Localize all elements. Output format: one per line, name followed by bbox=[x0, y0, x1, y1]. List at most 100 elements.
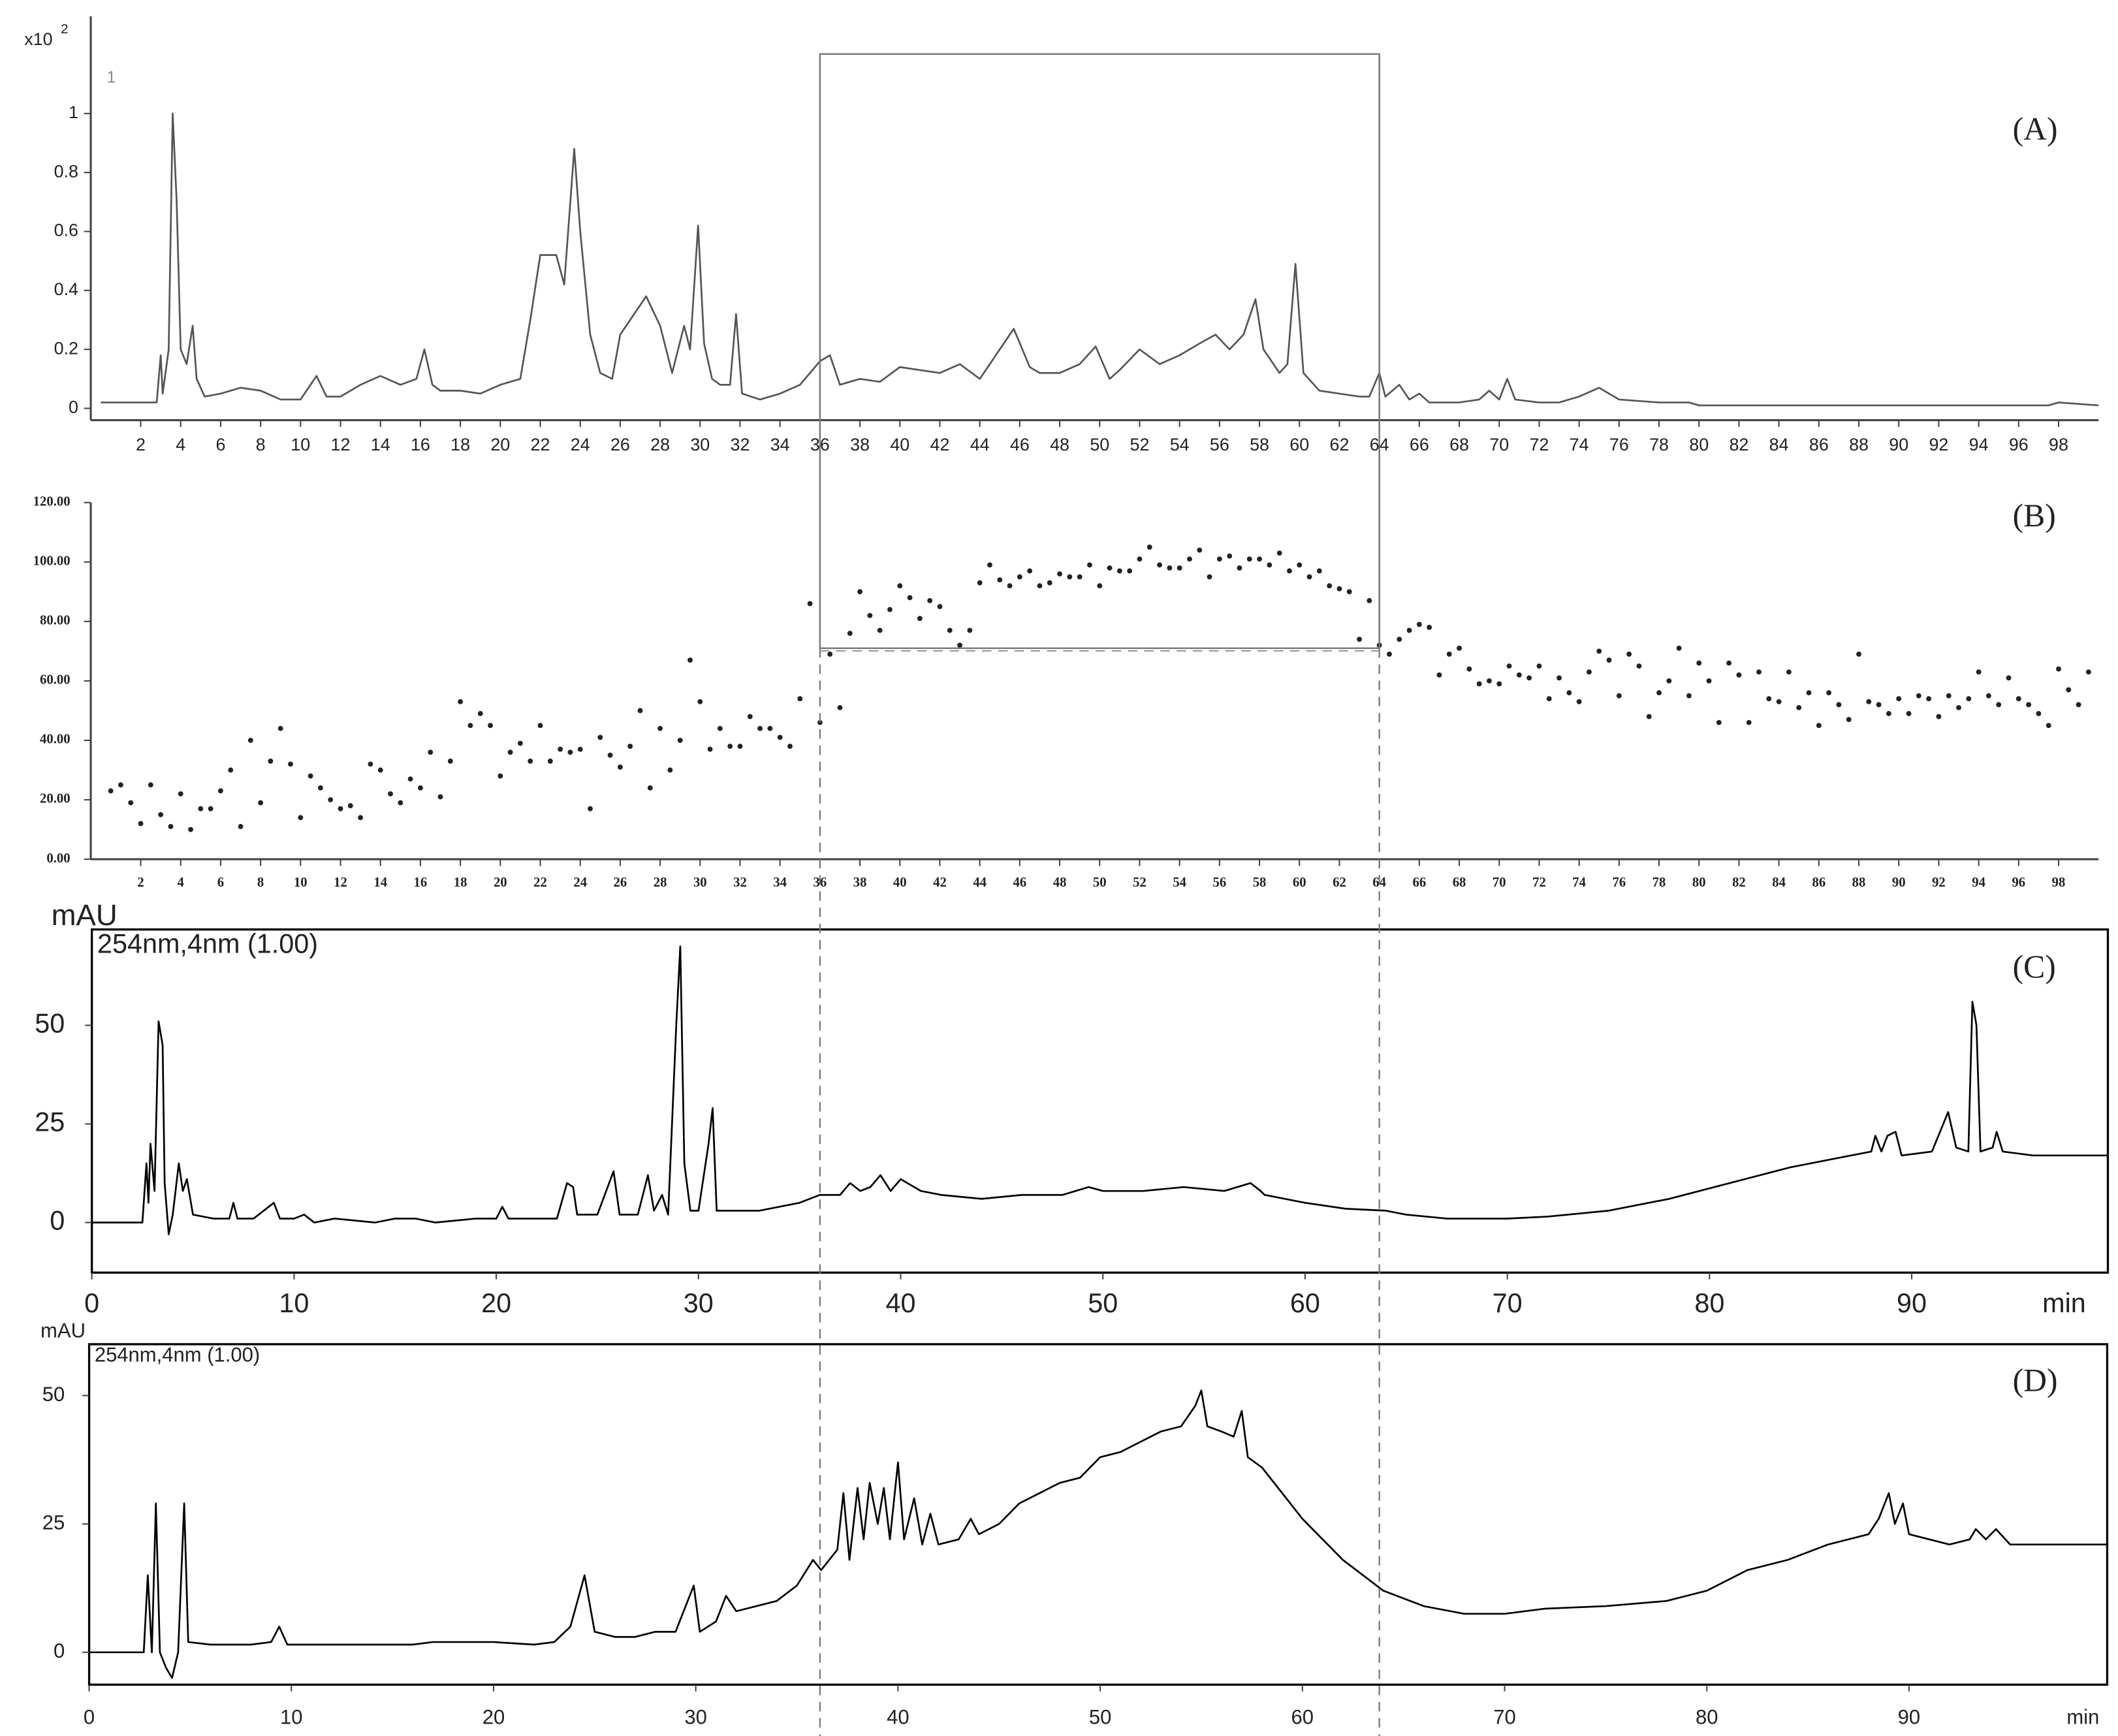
point bbox=[1107, 565, 1113, 571]
x-tick-label: 70 bbox=[1493, 876, 1506, 890]
point bbox=[997, 577, 1003, 583]
trace bbox=[101, 112, 2099, 407]
x-tick-label: 34 bbox=[770, 435, 790, 454]
x-tick-label: 58 bbox=[1253, 876, 1267, 890]
point bbox=[447, 758, 453, 764]
x-tick-label: 14 bbox=[371, 435, 390, 454]
point bbox=[1557, 675, 1562, 681]
point bbox=[847, 631, 853, 637]
point bbox=[1686, 693, 1692, 699]
point bbox=[498, 773, 503, 779]
point bbox=[158, 812, 164, 817]
point bbox=[1167, 565, 1173, 571]
x-tick-label: 94 bbox=[1972, 876, 1985, 890]
point bbox=[1346, 589, 1352, 595]
point bbox=[1816, 723, 1822, 729]
point bbox=[1116, 568, 1122, 574]
point bbox=[1626, 652, 1632, 657]
point bbox=[168, 824, 174, 829]
x-tick-label: 74 bbox=[1572, 876, 1586, 890]
point bbox=[198, 806, 204, 812]
y-tick-label: 20.00 bbox=[40, 792, 71, 806]
x-tick-label: 66 bbox=[1410, 435, 1429, 454]
point bbox=[1146, 544, 1152, 550]
x-tick-label: 78 bbox=[1652, 876, 1666, 890]
point bbox=[458, 699, 464, 704]
point bbox=[258, 800, 264, 806]
x-tick-label: 54 bbox=[1173, 876, 1186, 890]
x-tick-label: 90 bbox=[1898, 1705, 1920, 1728]
point bbox=[118, 782, 123, 788]
point bbox=[567, 750, 573, 755]
x-tick-label: 0 bbox=[84, 1288, 99, 1318]
panel-label: (B) bbox=[2013, 497, 2056, 533]
point bbox=[1027, 568, 1033, 574]
panel-label: (A) bbox=[2013, 111, 2058, 147]
annotation: 254nm,4nm (1.00) bbox=[95, 1344, 260, 1366]
point bbox=[1726, 660, 1732, 666]
point bbox=[1367, 598, 1372, 603]
point bbox=[1526, 675, 1532, 681]
point bbox=[1457, 645, 1462, 651]
unit-exponent: 2 bbox=[61, 22, 69, 37]
point bbox=[1257, 556, 1262, 562]
point bbox=[1796, 704, 1802, 710]
point bbox=[777, 734, 783, 740]
point bbox=[317, 785, 323, 791]
point bbox=[1077, 574, 1083, 580]
point bbox=[1536, 663, 1542, 669]
point bbox=[667, 767, 673, 773]
x-tick-label: 72 bbox=[1532, 876, 1546, 890]
point bbox=[1057, 571, 1063, 576]
x-tick-label: 28 bbox=[654, 876, 667, 890]
point bbox=[467, 723, 473, 729]
x-tick-label: 50 bbox=[1089, 1705, 1111, 1728]
y-axis-label: mAU bbox=[40, 1319, 86, 1342]
point bbox=[308, 773, 313, 779]
point bbox=[1067, 574, 1073, 580]
y-axis-label: mAU bbox=[52, 898, 118, 932]
point bbox=[1197, 547, 1203, 553]
point bbox=[1246, 556, 1252, 562]
point bbox=[617, 764, 623, 770]
x-tick-label: 42 bbox=[930, 435, 950, 454]
point bbox=[1896, 696, 1902, 702]
x-tick-label: 22 bbox=[531, 435, 550, 454]
point bbox=[947, 627, 953, 633]
x-tick-label: 12 bbox=[334, 876, 347, 890]
point bbox=[1866, 699, 1872, 704]
y-tick-label: 0 bbox=[69, 398, 78, 417]
point bbox=[1267, 562, 1272, 568]
point bbox=[1287, 568, 1292, 574]
point bbox=[1087, 562, 1092, 568]
y-tick-label: 50 bbox=[42, 1383, 65, 1406]
point bbox=[1137, 556, 1143, 562]
x-tick-label: 96 bbox=[2012, 876, 2025, 890]
point bbox=[1746, 719, 1752, 725]
point bbox=[1406, 627, 1412, 633]
point bbox=[277, 725, 283, 731]
point bbox=[228, 767, 234, 773]
point bbox=[298, 815, 304, 821]
point bbox=[178, 791, 183, 797]
x-tick-label: 10 bbox=[280, 1705, 302, 1728]
x-tick-label: 86 bbox=[1809, 435, 1829, 454]
x-tick-label: 18 bbox=[450, 435, 470, 454]
point bbox=[288, 761, 293, 767]
annotation: 254nm,4nm (1.00) bbox=[97, 928, 318, 958]
y-tick-label: 1 bbox=[69, 103, 78, 122]
x-tick-label: 32 bbox=[733, 876, 747, 890]
x-tick-label: 8 bbox=[256, 435, 266, 454]
point bbox=[717, 725, 723, 731]
point bbox=[1886, 711, 1891, 716]
x-tick-label: 88 bbox=[1852, 876, 1866, 890]
x-tick-label: 16 bbox=[411, 435, 430, 454]
point bbox=[1996, 702, 2002, 708]
x-tick-label: 30 bbox=[690, 435, 710, 454]
point bbox=[1007, 583, 1013, 589]
point bbox=[1636, 663, 1642, 669]
point bbox=[837, 704, 843, 710]
x-tick-label: 94 bbox=[1969, 435, 1989, 454]
x-tick-label: 12 bbox=[331, 435, 351, 454]
